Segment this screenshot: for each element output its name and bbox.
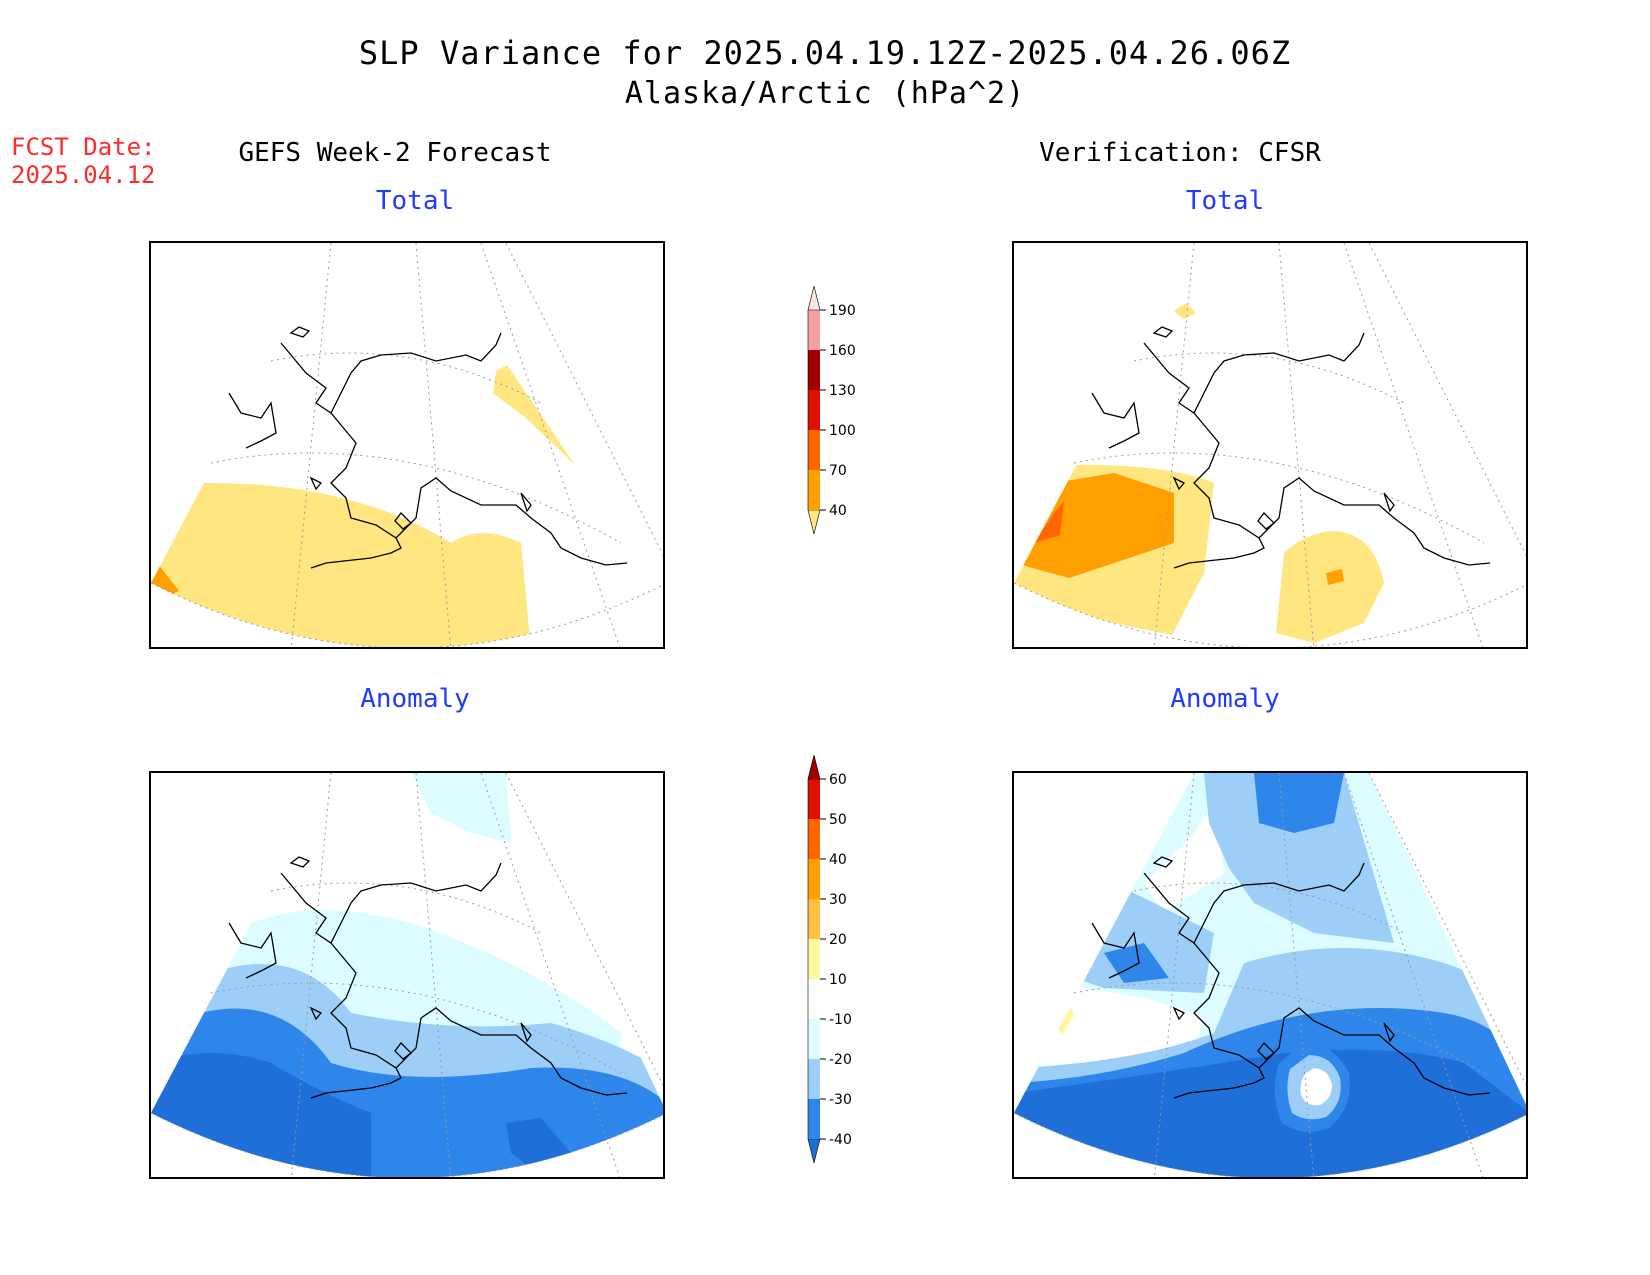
shaded-region-minus40-southeast: [506, 1118, 571, 1168]
colorbar-total-tip-low: [807, 509, 821, 535]
colorbar-anomaly-label: -10: [829, 1012, 852, 1028]
shaded-region-minus10-north: [411, 773, 511, 843]
colorbar-anomaly-segment: [808, 979, 820, 1019]
shaded-region-minus30-north: [1254, 773, 1344, 833]
map-subtitle: Alaska/Arctic (hPa^2): [624, 76, 1026, 111]
colorbar-anomaly-segment: [808, 859, 820, 899]
colorbar-anomaly-tip-low: [807, 1138, 821, 1164]
colorbar-total-label: 190: [829, 303, 856, 319]
colorbar-total: 4070100130160190220: [796, 263, 886, 616]
map-title: SLP Variance for 2025.04.19.12Z-2025.04.…: [358, 34, 1292, 72]
colorbar-anomaly-graphic: -40 -30 -20 -10 10 20 30 40 50 60: [807, 754, 852, 1164]
fcst-label: FCST Date:: [11, 133, 156, 161]
colorbar-anomaly-tip-high: [807, 754, 821, 780]
map-panel-verification-total: [1012, 241, 1528, 649]
colorbar-anomaly-label: -30: [829, 1092, 852, 1108]
map-panel-verification-anomaly: [1012, 771, 1528, 1179]
shaded-region-70-southeast-core: [1326, 569, 1344, 585]
colorbar-total-segment: [808, 430, 820, 470]
colorbar-anomaly-segment: [808, 899, 820, 939]
map-panel-forecast-anomaly: [149, 771, 665, 1179]
panel-title-verification-total: Total: [1185, 186, 1265, 216]
colorbar-anomaly-segment: [808, 819, 820, 859]
colorbar-total-graphic: 4070100130160190220: [807, 263, 856, 535]
colorbar-anomaly-segment: [808, 1099, 820, 1139]
column-heading-forecast: GEFS Week-2 Forecast: [238, 138, 552, 168]
colorbar-anomaly-label: -40: [829, 1132, 852, 1148]
colorbar-total-label: 40: [829, 503, 847, 519]
colorbar-anomaly: -40 -30 -20 -10 10 20 30 40 50 60: [796, 754, 886, 1205]
shaded-region-40-north: [1174, 303, 1196, 319]
shaded-region-minus20-north: [1204, 773, 1394, 943]
shaded-region-100-west-edge: [1034, 501, 1064, 543]
colorbar-total-segment: [808, 470, 820, 510]
colorbar-total-label: 160: [829, 343, 856, 359]
colorbar-total-label: 70: [829, 463, 847, 479]
colorbar-total-segment: [808, 390, 820, 430]
colorbar-anomaly-label: 60: [829, 772, 847, 788]
column-heading-verification: Verification: CFSR: [1039, 138, 1321, 168]
colorbar-anomaly-label: 10: [829, 972, 847, 988]
colorbar-anomaly-label: 20: [829, 932, 847, 948]
colorbar-total-segment: [808, 310, 820, 350]
shaded-region-near-zero-north: [1144, 803, 1224, 913]
anomaly-ring-inner: [1300, 1068, 1332, 1106]
colorbar-anomaly-label: 40: [829, 852, 847, 868]
colorbar-anomaly-segment: [808, 939, 820, 979]
fcst-date: 2025.04.12: [11, 161, 156, 189]
colorbar-anomaly-segment: [808, 1059, 820, 1099]
colorbar-total-tip-high: [807, 285, 821, 311]
colorbar-anomaly-label: -20: [829, 1052, 852, 1068]
shaded-region-40-northeast: [493, 365, 575, 465]
shaded-region-40-southwest: [151, 482, 531, 647]
colorbar-total-label: 100: [829, 423, 856, 439]
panel-title-forecast-total: Total: [375, 186, 455, 216]
shaded-region-40-southeast: [1276, 531, 1384, 643]
colorbar-anomaly-label: 30: [829, 892, 847, 908]
map-panel-forecast-total: [149, 241, 665, 649]
colorbar-anomaly-segment: [808, 779, 820, 819]
panel-title-forecast-anomaly: Anomaly: [360, 684, 470, 714]
colorbar-total-label: 130: [829, 383, 856, 399]
colorbar-total-segment: [808, 350, 820, 390]
shaded-region-minus40: [1014, 1049, 1526, 1177]
colorbar-anomaly-segment: [808, 1019, 820, 1059]
colorbar-anomaly-label: 50: [829, 812, 847, 828]
panel-title-verification-anomaly: Anomaly: [1170, 684, 1280, 714]
